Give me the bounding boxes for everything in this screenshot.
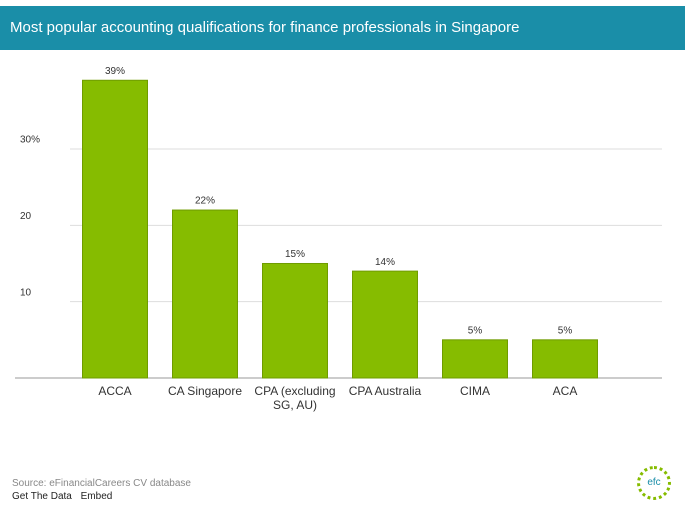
x-tick-label: CIMA [460,384,490,398]
value-label: 5% [468,325,483,336]
value-label: 22% [195,196,215,207]
value-label: 5% [558,325,573,336]
bar [532,339,598,379]
footer-links: Get The Data Embed [12,491,118,502]
bar [82,79,148,379]
value-label: 14% [375,257,395,268]
embed-link[interactable]: Embed [80,491,113,502]
bar [352,270,418,379]
x-tick-label: CPA (excluding SG, AU) [254,384,336,412]
bar [172,209,238,379]
x-tick-label: ACCA [98,384,132,398]
x-tick-label: CA Singapore [167,384,243,398]
x-tick-label: CPA Australia [348,384,422,398]
source-note: Source: eFinancialCareers CV database [12,478,191,489]
y-tick-label: 20 [20,211,32,222]
y-tick-label: 30% [20,135,40,146]
value-label: 39% [105,66,125,77]
get-data-link[interactable]: Get The Data [12,491,72,502]
logo: efc [637,466,671,500]
chart-title: Most popular accounting qualifications f… [0,6,685,50]
bar [262,262,328,379]
value-label: 15% [285,249,305,260]
x-tick-label: ACA [552,384,578,398]
y-tick-label: 10 [20,287,32,298]
bar [442,339,508,379]
